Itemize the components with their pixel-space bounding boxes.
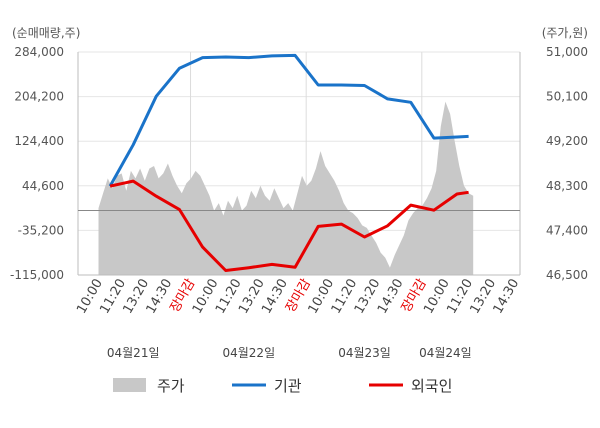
left-tick-label: -115,000 xyxy=(10,268,64,282)
foreign-line xyxy=(109,179,469,272)
right-tick-label: 49,200 xyxy=(546,134,588,148)
left-tick-label: 284,000 xyxy=(14,45,64,59)
right-tick-label: 50,100 xyxy=(546,90,588,104)
left-tick-label: 204,200 xyxy=(14,90,64,104)
legend: 주가 기관 외국인 xyxy=(113,377,452,395)
x-axis: 10:0011:2013:2014:30장마감10:0011:2013:2014… xyxy=(74,276,522,316)
left-axis-unit: (순매매량,주) xyxy=(12,26,80,40)
flow-lines-layer xyxy=(108,53,469,272)
date-labels: 04월21일 04월22일 04월23일 04월24일 xyxy=(107,346,472,360)
right-tick-label: 51,000 xyxy=(546,45,588,59)
right-axis-unit: (주가,원) xyxy=(542,26,588,40)
legend-label-institution: 기관 xyxy=(274,377,302,395)
right-tick-label: 48,300 xyxy=(546,179,588,193)
left-tick-label: 124,400 xyxy=(14,134,64,148)
price-area-layer xyxy=(98,101,474,275)
institution-line xyxy=(108,53,469,187)
price-area xyxy=(98,101,474,275)
right-axis: 51,000 50,100 49,200 48,300 47,400 46,500 xyxy=(546,45,588,282)
left-tick-label: 44,600 xyxy=(22,179,64,193)
left-axis: 284,000 204,200 124,400 44,600 -35,200 -115,0… xyxy=(10,45,64,282)
date-label: 04월23일 xyxy=(338,346,391,360)
legend-label-foreign: 외국인 xyxy=(411,377,452,395)
right-tick-label: 46,500 xyxy=(546,268,588,282)
left-tick-label: -35,200 xyxy=(18,223,64,237)
date-label: 04월22일 xyxy=(222,346,275,360)
legend-swatch-price xyxy=(113,378,146,392)
right-tick-label: 47,400 xyxy=(546,223,588,237)
date-label: 04월21일 xyxy=(107,346,160,360)
legend-label-price: 주가 xyxy=(157,377,185,395)
date-label: 04월24일 xyxy=(419,346,472,360)
